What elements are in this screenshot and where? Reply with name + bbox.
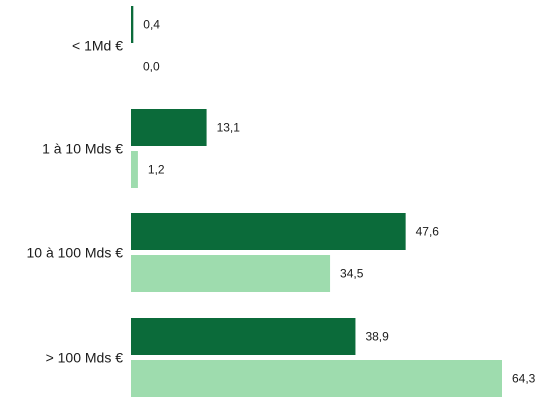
data-label: 38,9: [365, 330, 389, 344]
category-label: < 1Md €: [72, 38, 123, 54]
data-label: 64,3: [512, 372, 536, 386]
data-label: 1,2: [148, 163, 165, 177]
category-label: 1 à 10 Mds €: [42, 141, 123, 157]
data-label: 0,0: [143, 60, 160, 74]
bar: [131, 255, 331, 292]
bar: [131, 6, 134, 43]
bar: [131, 109, 207, 146]
bar: [131, 151, 138, 188]
data-label: 13,1: [217, 121, 241, 135]
category-label: 10 à 100 Mds €: [26, 245, 123, 261]
data-label: 0,4: [143, 18, 160, 32]
data-label: 34,5: [340, 267, 364, 281]
bar: [131, 318, 356, 355]
bar: [131, 360, 502, 397]
data-label: 47,6: [416, 225, 440, 239]
category-label: > 100 Mds €: [46, 350, 124, 366]
bar: [131, 213, 406, 250]
